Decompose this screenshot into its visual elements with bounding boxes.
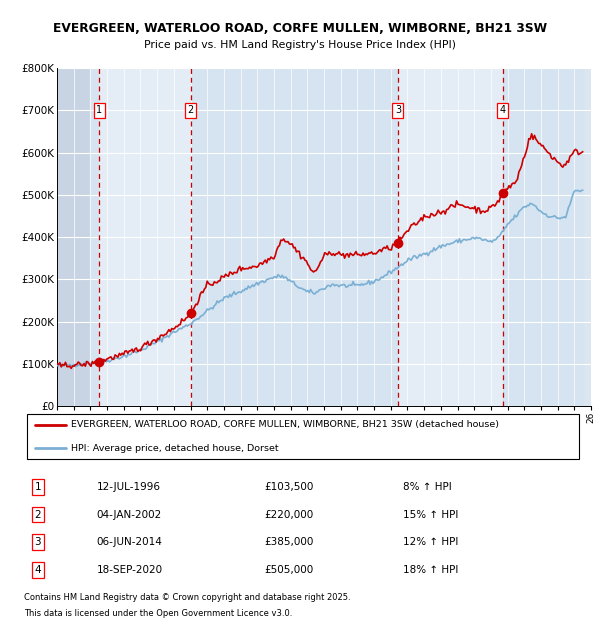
Text: 4: 4	[35, 565, 41, 575]
Bar	[398, 68, 503, 406]
Bar	[91, 68, 100, 406]
Text: 04-JAN-2002: 04-JAN-2002	[97, 510, 162, 520]
Text: 2: 2	[188, 105, 194, 115]
FancyBboxPatch shape	[27, 414, 579, 459]
Text: £103,500: £103,500	[264, 482, 313, 492]
Text: EVERGREEN, WATERLOO ROAD, CORFE MULLEN, WIMBORNE, BH21 3SW: EVERGREEN, WATERLOO ROAD, CORFE MULLEN, …	[53, 22, 547, 35]
Text: £505,000: £505,000	[264, 565, 313, 575]
Text: 3: 3	[35, 538, 41, 547]
Text: 8% ↑ HPI: 8% ↑ HPI	[403, 482, 452, 492]
Text: 18-SEP-2020: 18-SEP-2020	[97, 565, 163, 575]
Text: This data is licensed under the Open Government Licence v3.0.: This data is licensed under the Open Gov…	[24, 609, 292, 618]
Text: £385,000: £385,000	[264, 538, 313, 547]
Text: EVERGREEN, WATERLOO ROAD, CORFE MULLEN, WIMBORNE, BH21 3SW (detached house): EVERGREEN, WATERLOO ROAD, CORFE MULLEN, …	[71, 420, 499, 429]
Text: 1: 1	[35, 482, 41, 492]
Text: 12% ↑ HPI: 12% ↑ HPI	[403, 538, 459, 547]
Bar	[57, 68, 91, 406]
Text: 06-JUN-2014: 06-JUN-2014	[97, 538, 163, 547]
Bar	[191, 68, 398, 406]
Text: Price paid vs. HM Land Registry's House Price Index (HPI): Price paid vs. HM Land Registry's House …	[144, 40, 456, 50]
Text: Contains HM Land Registry data © Crown copyright and database right 2025.: Contains HM Land Registry data © Crown c…	[24, 593, 350, 603]
Text: HPI: Average price, detached house, Dorset: HPI: Average price, detached house, Dors…	[71, 444, 279, 453]
Text: 1: 1	[97, 105, 103, 115]
Text: 12-JUL-1996: 12-JUL-1996	[97, 482, 161, 492]
Text: 3: 3	[395, 105, 401, 115]
Bar	[100, 68, 191, 406]
Text: 4: 4	[500, 105, 506, 115]
Bar	[503, 68, 583, 406]
Text: 15% ↑ HPI: 15% ↑ HPI	[403, 510, 459, 520]
Text: 18% ↑ HPI: 18% ↑ HPI	[403, 565, 459, 575]
Text: 2: 2	[35, 510, 41, 520]
Text: £220,000: £220,000	[264, 510, 313, 520]
